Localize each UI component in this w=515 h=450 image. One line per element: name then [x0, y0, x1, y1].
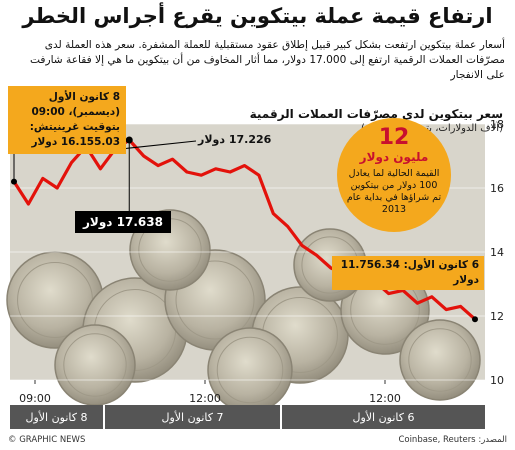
bitcoin-coin-rim — [63, 333, 127, 397]
price-point — [402, 289, 404, 292]
price-point — [56, 187, 59, 189]
day-bar — [10, 405, 103, 429]
open-price-callout: 8 كانون الأول (ديسمبر)، 09:00 بتوقيت غري… — [8, 86, 126, 154]
day-label: 6 كانون الأول — [352, 410, 414, 424]
day-bar — [105, 405, 280, 429]
coin-illustration — [6, 209, 481, 413]
day-bar — [282, 405, 485, 429]
price-point — [142, 155, 145, 157]
info-text: القيمة الحالية لما يعادل 100 دولار من بي… — [346, 168, 442, 215]
price-point — [27, 203, 30, 205]
price-point — [315, 254, 318, 256]
y-axis: 10 12 14 16 18 — [490, 118, 504, 387]
price-point — [416, 302, 419, 305]
open-price-line1: 8 كانون الأول (ديسمبر)، 09:00 — [31, 91, 120, 118]
y-tick-label: 12 — [490, 310, 504, 323]
high-price-label: 17.226 دولار — [198, 133, 272, 146]
bitcoin-coin-rim — [175, 260, 255, 340]
price-point — [157, 164, 159, 167]
price-point — [272, 212, 275, 215]
price-point — [42, 177, 44, 180]
price-point — [186, 171, 188, 173]
x-axis: 09:00 12:00 12:00 8 كانون الأول 7 كانون الأو… — [10, 380, 485, 429]
price-point — [171, 158, 174, 160]
price-point — [70, 161, 73, 164]
high-leader — [114, 140, 197, 151]
price-point — [301, 244, 303, 247]
open-price-line2: بتوقيت غرينيتش: 16.155.03 دولار — [29, 121, 120, 148]
close-price-line1: 6 كانون الأول: 11.756.34 دولار — [340, 259, 479, 286]
credit: © GRAPHIC NEWS — [8, 435, 86, 445]
price-point — [258, 174, 260, 176]
price-point — [286, 225, 289, 228]
info-unit: مليون دولار — [359, 150, 429, 164]
close-marker — [472, 316, 478, 323]
source: المصدر: Coinbase, Reuters — [398, 435, 507, 445]
x-tick-label: 09:00 — [19, 392, 51, 405]
info-circle: 12 مليون دولار القيمة الحالية لما يعادل … — [337, 118, 451, 232]
x-tick-label: 12:00 — [369, 392, 401, 405]
price-point — [459, 305, 462, 308]
day-label: 8 كانون الأول — [25, 410, 87, 424]
price-point — [330, 267, 332, 269]
y-tick-label: 16 — [490, 182, 504, 195]
y-tick-label: 14 — [490, 246, 504, 259]
lead-paragraph: أسعار عملة بيتكوين ارتفعت بشكل كبير قبيل… — [29, 39, 505, 81]
price-point — [214, 168, 217, 170]
price-point — [200, 174, 203, 176]
chart-subtitle: (آلاف الدولارات، بتوقيت غرينيتش) — [361, 123, 503, 134]
price-point — [229, 171, 231, 173]
info-number: 12 — [378, 125, 410, 150]
x-tick-label: 12:00 — [189, 392, 221, 405]
bitcoin-coin-rim — [408, 328, 472, 392]
chart-title: سعر بيتكوين لدى مصرّفات العملات الرقمية — [249, 107, 503, 121]
page-title: ارتفاع قيمة عملة بيتكوين يقرع أجراس الخط… — [22, 4, 493, 28]
close-price-callout: 6 كانون الأول: 11.756.34 دولار — [332, 256, 484, 290]
price-point — [430, 296, 433, 298]
price-point — [99, 168, 102, 170]
price-point — [387, 292, 390, 295]
bitcoin-coin-rim — [216, 336, 284, 404]
price-point — [243, 164, 246, 167]
y-tick-label: 10 — [490, 374, 504, 387]
y-tick-label: 18 — [490, 118, 504, 131]
price-point — [445, 308, 447, 311]
bitcoin-coin — [399, 319, 481, 401]
day-label: 7 كانون الأول — [161, 410, 223, 424]
bitcoin-coin — [54, 324, 136, 406]
peak-price-label: 17.638 دولار — [75, 211, 171, 233]
